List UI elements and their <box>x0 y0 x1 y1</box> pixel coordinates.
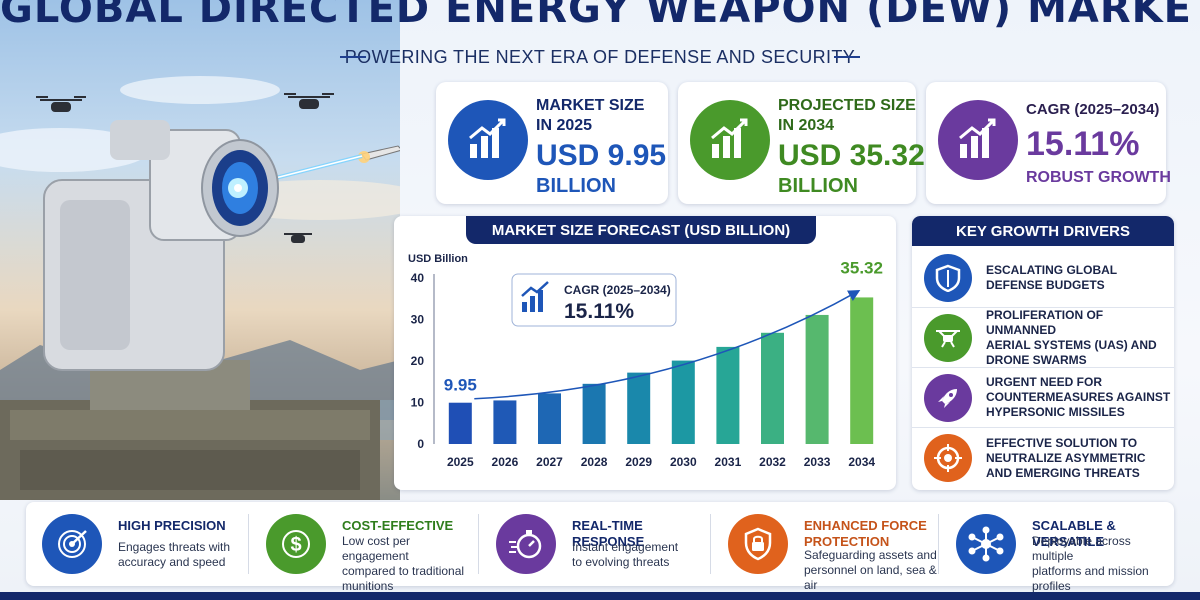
rocket-icon <box>924 373 972 422</box>
y-tick-label: 0 <box>417 437 424 451</box>
growth-chart-icon <box>690 100 770 180</box>
benefit-title: REAL-TIME RESPONSE <box>572 518 645 549</box>
drone-icon <box>36 93 334 243</box>
network-icon <box>956 514 1016 574</box>
target-icon <box>924 434 972 482</box>
benefit-force-protection: ENHANCED FORCE PROTECTION Safeguarding a… <box>712 502 938 592</box>
kpi-value: 15.11% <box>1026 125 1140 163</box>
y-tick-label: 10 <box>411 396 425 410</box>
x-tick-label: 2034 <box>848 455 875 469</box>
divider <box>248 514 249 574</box>
forecast-panel: USD Billion 0 10 20 30 40 2025 9.95 2026 2027 2028… <box>394 216 896 490</box>
kpi-card-projected-size: PROJECTED SIZE IN 2034 USD 35.32 BILLION <box>678 82 925 204</box>
bar-2025 <box>448 402 472 444</box>
stopwatch-icon <box>496 514 556 574</box>
kpi-label: MARKET SIZE IN 2025 <box>536 97 645 134</box>
benefit-description: Engages threats with accuracy and speed <box>118 540 231 569</box>
kpi-card-market-size: MARKET SIZE IN 2025 USD 9.95 BILLION <box>436 82 668 204</box>
subtitle-row: POWERING THE NEXT ERA OF DEFENSE AND SEC… <box>340 44 860 70</box>
driver-item: URGENT NEED FOR COUNTERMEASURES AGAINST … <box>912 368 1174 428</box>
cagr-callout-value: 15.11% <box>564 300 634 323</box>
benefits-strip: HIGH PRECISION Engages threats with accu… <box>26 502 1174 593</box>
bar-2029 <box>627 372 651 444</box>
forecast-title: MARKET SIZE FORECAST (USD BILLION) <box>466 216 816 244</box>
benefit-description: Safeguarding assets and personnel on lan… <box>804 548 937 592</box>
page-subtitle: POWERING THE NEXT ERA OF DEFENSE AND SEC… <box>344 46 856 67</box>
x-tick-label: 2025 <box>447 455 474 469</box>
hero-illustration <box>0 0 400 500</box>
driver-text: EFFECTIVE SOLUTION TO NEUTRALIZE ASYMMET… <box>986 435 1146 480</box>
footer-bar <box>0 592 1200 600</box>
bar-2034 <box>850 297 874 444</box>
y-tick-label: 20 <box>411 354 425 368</box>
y-axis-title: USD Billion <box>408 253 468 265</box>
growth-chart-icon <box>521 281 549 312</box>
kpi-value: USD 9.95 <box>536 139 667 172</box>
y-tick-label: 40 <box>411 271 425 285</box>
dollar-icon: $ <box>266 514 326 574</box>
driver-text: PROLIFERATION OF UNMANNED AERIAL SYSTEMS… <box>986 307 1157 367</box>
cagr-callout-box <box>511 273 677 327</box>
benefit-cost-effective: $ COST-EFFECTIVE Low cost per engagement… <box>250 502 478 593</box>
kpi-label: CAGR (2025–2034) <box>1026 101 1160 118</box>
benefit-title: SCALABLE & VERSATILE <box>1032 518 1116 549</box>
x-tick-label: 2026 <box>492 455 519 469</box>
kpi-card-cagr: CAGR (2025–2034) 15.11% ROBUST GROWTH <box>926 82 1171 204</box>
kpi-unit: ROBUST GROWTH <box>1026 169 1171 186</box>
benefit-title: HIGH PRECISION <box>118 518 226 533</box>
kpi-value: USD 35.32 <box>778 139 925 172</box>
bar-2030 <box>671 360 695 444</box>
trend-arrow <box>474 289 861 400</box>
page-title: GLOBAL DIRECTED ENERGY WEAPON (DEW) MARK… <box>0 0 1200 32</box>
driver-text: ESCALATING GLOBAL DEFENSE BUDGETS <box>986 262 1118 292</box>
kpi-unit: BILLION <box>536 175 616 197</box>
x-tick-label: 2029 <box>625 455 652 469</box>
bar-2031 <box>716 346 740 444</box>
target-icon <box>42 514 102 574</box>
driver-item: PROLIFERATION OF UNMANNED AERIAL SYSTEMS… <box>912 308 1174 368</box>
divider <box>710 514 711 574</box>
benefit-description: Low cost per engagement compared to trad… <box>342 534 465 593</box>
benefit-description: Instant engagement to evolving threats <box>572 540 679 569</box>
growth-chart-icon <box>938 100 1018 180</box>
growth-chart-icon <box>448 100 528 180</box>
laser-turret-illustration <box>0 76 400 500</box>
bar-2032 <box>761 332 784 444</box>
x-tick-label: 2031 <box>715 455 742 469</box>
drivers-title: KEY GROWTH DRIVERS <box>912 216 1174 246</box>
bar-2033 <box>805 314 829 444</box>
missile-icon <box>358 145 400 163</box>
drone-icon <box>924 313 972 362</box>
benefit-title: ENHANCED FORCE PROTECTION <box>804 518 927 549</box>
bar-2027 <box>538 393 561 444</box>
driver-text: URGENT NEED FOR COUNTERMEASURES AGAINST … <box>986 375 1171 419</box>
x-tick-label: 2032 <box>759 455 786 469</box>
kpi-label: PROJECTED SIZE IN 2034 <box>778 97 916 134</box>
driver-item: ESCALATING GLOBAL DEFENSE BUDGETS <box>912 248 1174 308</box>
kpi-unit: BILLION <box>778 175 858 197</box>
data-label-2034: 35.32 <box>840 258 883 277</box>
data-label-2025: 9.95 <box>444 376 477 395</box>
divider <box>938 514 939 574</box>
cagr-callout-label: CAGR (2025–2034) <box>564 283 671 297</box>
y-tick-label: 30 <box>411 313 425 327</box>
driver-item: EFFECTIVE SOLUTION TO NEUTRALIZE ASYMMET… <box>912 428 1174 488</box>
growth-drivers-panel: KEY GROWTH DRIVERS ESCALATING GLOBAL DEF… <box>912 216 1174 490</box>
bar-2028 <box>582 383 606 444</box>
x-tick-label: 2033 <box>804 455 831 469</box>
x-tick-label: 2030 <box>670 455 697 469</box>
benefit-real-time-response: REAL-TIME RESPONSE Instant engagement to… <box>480 502 710 586</box>
shield-icon <box>728 514 788 574</box>
benefit-title: COST-EFFECTIVE <box>342 518 454 533</box>
shield-icon <box>924 253 972 302</box>
benefit-description: Deployable across multiple platforms and… <box>1032 534 1149 593</box>
benefit-high-precision: HIGH PRECISION Engages threats with accu… <box>26 502 248 586</box>
divider <box>478 514 479 574</box>
x-tick-label: 2027 <box>536 455 563 469</box>
bar-2026 <box>493 400 517 444</box>
benefit-scalable-versatile: SCALABLE & VERSATILE Deployable across m… <box>940 502 1174 593</box>
x-tick-label: 2028 <box>581 455 608 469</box>
svg-text:$: $ <box>290 534 301 556</box>
